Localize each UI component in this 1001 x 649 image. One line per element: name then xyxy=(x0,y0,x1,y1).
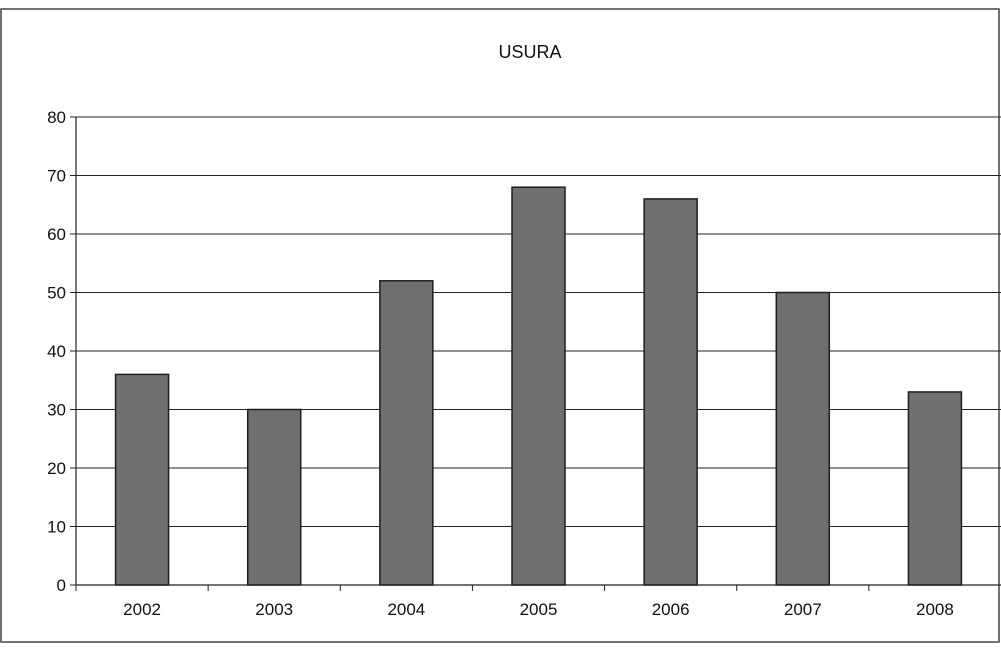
x-tick-label-2006: 2006 xyxy=(652,600,690,619)
bar-2007 xyxy=(775,291,831,586)
x-tick-label-2004: 2004 xyxy=(387,600,425,619)
axes xyxy=(70,116,1001,591)
gridlines xyxy=(76,116,1001,527)
y-tick-label-50: 50 xyxy=(47,284,66,303)
bar-2008 xyxy=(907,391,963,586)
x-tick-labels: 2002 2003 2004 2005 2006 2007 2008 xyxy=(123,600,954,619)
chart-title: USURA xyxy=(498,42,561,62)
y-tick-label-60: 60 xyxy=(47,225,66,244)
y-tick-labels: 0 10 20 30 40 50 60 70 80 xyxy=(47,108,66,595)
bar-2003 xyxy=(246,408,302,586)
x-tick-label-2008: 2008 xyxy=(916,600,954,619)
y-tick-label-0: 0 xyxy=(57,576,66,595)
bar-2002 xyxy=(114,373,170,586)
y-tick-label-30: 30 xyxy=(47,401,66,420)
bar-2004 xyxy=(379,280,434,586)
y-tick-label-80: 80 xyxy=(47,108,66,127)
x-tick-label-2005: 2005 xyxy=(520,600,558,619)
y-tick-label-40: 40 xyxy=(47,342,66,361)
y-tick-label-10: 10 xyxy=(47,518,66,537)
bar-2006 xyxy=(643,198,698,586)
x-tick-label-2007: 2007 xyxy=(784,600,822,619)
bar-2005 xyxy=(511,186,566,586)
y-tick-label-70: 70 xyxy=(47,167,66,186)
y-tick-label-20: 20 xyxy=(47,459,66,478)
x-tick-label-2002: 2002 xyxy=(123,600,161,619)
bars xyxy=(114,186,963,586)
chart-frame xyxy=(0,8,1000,643)
x-tick-label-2003: 2003 xyxy=(255,600,293,619)
